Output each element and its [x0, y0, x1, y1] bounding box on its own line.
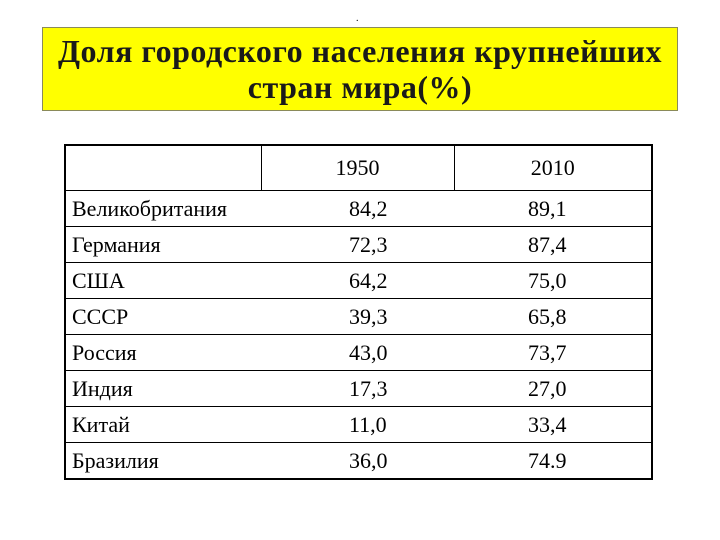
- table-row: Индия 17,3 27,0: [65, 370, 652, 407]
- value-2010-cell: 73,7: [454, 334, 652, 371]
- value-2010-cell: 65,8: [454, 298, 652, 335]
- table-row: СССР 39,3 65,8: [65, 298, 652, 335]
- table-row: США 64,2 75,0: [65, 262, 652, 299]
- table-row: Китай 11,0 33,4: [65, 406, 652, 443]
- value-1950-cell: 39,3: [261, 298, 454, 335]
- urban-population-table: 1950 2010 Великобритания 84,2 89,1 Герма…: [64, 144, 653, 480]
- value-2010-cell: 27,0: [454, 370, 652, 407]
- country-cell: Германия: [65, 226, 261, 263]
- country-cell: Китай: [65, 406, 261, 443]
- table-row: Великобритания 84,2 89,1: [65, 190, 652, 227]
- country-cell: СССР: [65, 298, 261, 335]
- country-cell: Великобритания: [65, 190, 261, 227]
- country-cell: Индия: [65, 370, 261, 407]
- value-2010-cell: 74.9: [528, 447, 567, 473]
- value-1950-cell: 84,2: [261, 190, 454, 227]
- header-cell-2010: 2010: [454, 145, 652, 191]
- value-1950-cell: 17,3: [261, 370, 454, 407]
- value-1950-cell: 64,2: [261, 262, 454, 299]
- header-cell-1950: 1950: [261, 145, 455, 191]
- country-cell: Россия: [65, 334, 261, 371]
- value-1950-cell: 72,3: [261, 226, 454, 263]
- value-1950-cell: 36,0: [349, 447, 388, 473]
- value-1950-cell: 43,0: [261, 334, 454, 371]
- slide-mark: .: [356, 13, 359, 24]
- header-cell-country: [65, 145, 262, 191]
- value-2010-cell: 89,1: [454, 190, 652, 227]
- value-2010-cell: 75,0: [454, 262, 652, 299]
- title-line-2: стран мира(%): [247, 69, 473, 105]
- value-2010-cell: 87,4: [454, 226, 652, 263]
- title-line-1: Доля городского населения крупнейших: [58, 33, 662, 69]
- value-1950-cell: 11,0: [261, 406, 454, 443]
- table-row: Россия 43,0 73,7: [65, 334, 652, 371]
- country-cell: Бразилия: [72, 447, 159, 473]
- table-header-row: 1950 2010: [65, 145, 652, 191]
- table-row: Германия 72,3 87,4: [65, 226, 652, 263]
- title-banner: Доля городского населения крупнейших стр…: [42, 27, 678, 111]
- value-2010-cell: 33,4: [454, 406, 652, 443]
- table-row: Бразилия 36,0 74.9: [65, 443, 652, 480]
- country-cell: США: [65, 262, 261, 299]
